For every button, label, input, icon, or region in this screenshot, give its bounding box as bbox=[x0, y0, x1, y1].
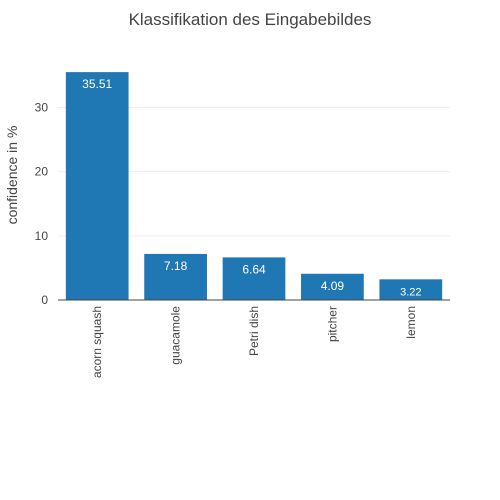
x-tick-label: pitcher bbox=[325, 306, 339, 342]
bar-labels: 35.51 7.18 6.64 4.09 3.22 bbox=[82, 77, 421, 298]
bars bbox=[65, 72, 443, 300]
chart-title: Klassifikation des Eingabebildes bbox=[129, 10, 372, 29]
y-tick-label: 10 bbox=[35, 229, 49, 243]
y-tick-label: 0 bbox=[41, 293, 48, 307]
bar-value-label: 4.09 bbox=[321, 279, 345, 293]
bar bbox=[222, 257, 286, 300]
bar-value-label: 6.64 bbox=[242, 262, 266, 276]
x-tick-label: Petri dish bbox=[247, 306, 261, 356]
y-ticks: 0 10 20 30 bbox=[35, 100, 49, 307]
x-tick-label: lemon bbox=[404, 306, 418, 339]
bar-value-label: 3.22 bbox=[400, 286, 421, 298]
x-tick-label: guacamole bbox=[169, 306, 183, 365]
bar-value-label: 7.18 bbox=[164, 259, 188, 273]
bar bbox=[144, 253, 207, 300]
x-tick-label: acorn squash bbox=[90, 306, 104, 378]
y-tick-label: 20 bbox=[35, 165, 49, 179]
bar bbox=[301, 273, 364, 300]
y-tick-label: 30 bbox=[35, 100, 49, 114]
y-axis-title: confidence in % bbox=[4, 126, 20, 225]
bar-value-label: 35.51 bbox=[82, 77, 112, 91]
bar bbox=[379, 279, 443, 300]
x-ticks: acorn squash guacamole Petri dish pitcher le… bbox=[90, 306, 418, 378]
bar bbox=[65, 72, 129, 300]
